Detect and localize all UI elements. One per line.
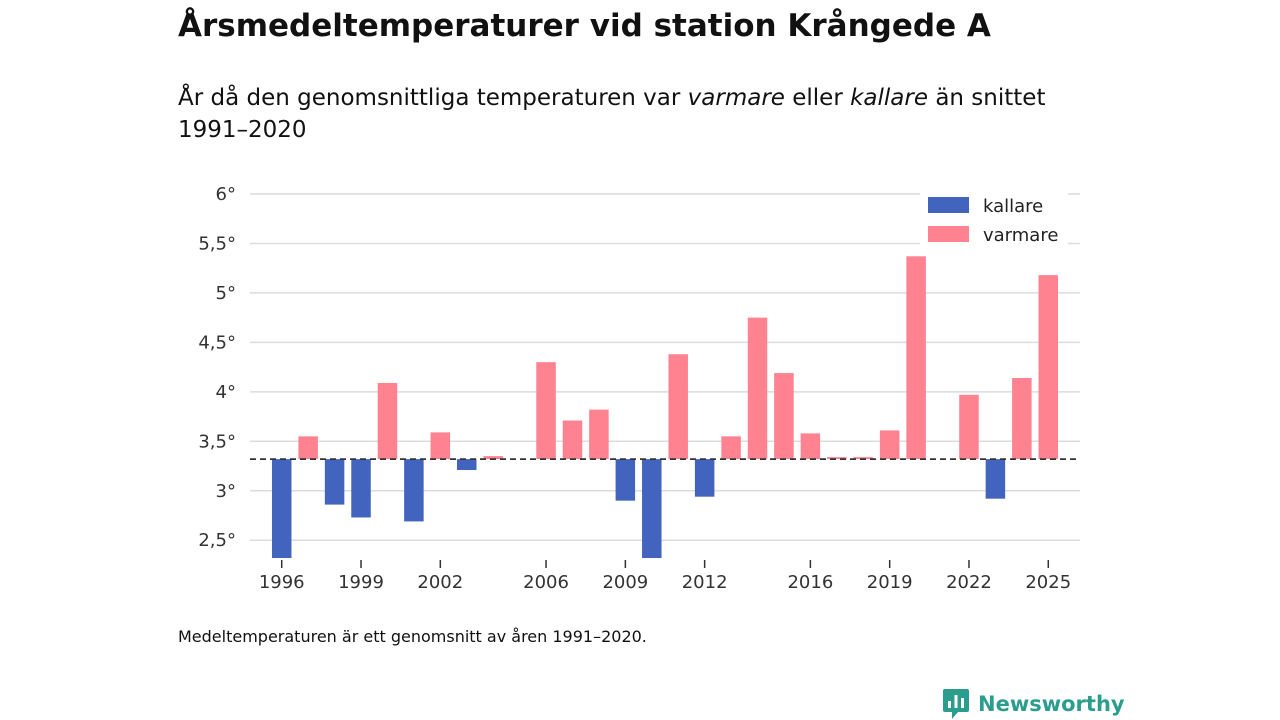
bar-2002 [430, 432, 451, 460]
bar-1998 [324, 459, 345, 505]
y-tick-label: 4° [216, 382, 236, 403]
chart-subtitle: År då den genomsnittliga temperaturen va… [178, 82, 1058, 146]
x-tick-label: 2016 [787, 572, 833, 593]
bar-2014 [747, 317, 768, 460]
subtitle-text: eller [784, 85, 851, 111]
y-tick-label: 5° [216, 283, 236, 304]
x-tick-label: 2009 [602, 572, 648, 593]
bar-2008 [589, 409, 609, 460]
y-tick-label: 4,5° [198, 332, 236, 353]
bar-2025 [1038, 275, 1059, 460]
bar-1997 [298, 436, 318, 460]
bar-2023 [985, 459, 1006, 499]
x-tick-label: 2002 [417, 572, 463, 593]
bar-2000 [377, 382, 398, 460]
bar-1999 [351, 459, 371, 518]
y-tick-label: 5,5° [198, 233, 236, 254]
subtitle-warm-word: varmare [687, 85, 785, 111]
bar-2007 [562, 420, 583, 460]
x-tick-label: 2025 [1025, 572, 1071, 593]
newsworthy-logo-icon [943, 689, 969, 719]
bar-2020 [906, 256, 926, 460]
bar-2019 [879, 430, 900, 460]
legend: kallare varmare [920, 190, 1068, 256]
legend-label-kallare: kallare [983, 196, 1043, 217]
subtitle-text: än snittet 1991–2020 [178, 85, 1046, 143]
x-axis: 1996 1999 2002 2006 2009 2012 2016 2019 2022 2025 [259, 560, 1071, 593]
bar-2017 [827, 457, 847, 460]
bar-2016 [800, 433, 821, 460]
bar-2001 [404, 459, 424, 522]
footnote: Medeltemperaturen är ett genomsnitt av å… [178, 627, 647, 646]
bars [271, 256, 1059, 559]
y-tick-label: 3,5° [198, 431, 236, 452]
bar-2024 [1012, 377, 1032, 460]
x-tick-label: 2022 [946, 572, 992, 593]
bar-2013 [721, 436, 741, 460]
x-tick-label: 2019 [867, 572, 913, 593]
legend-label-varmare: varmare [983, 225, 1058, 246]
legend-swatch-varmare [928, 226, 969, 242]
bar-2018 [853, 457, 873, 460]
bar-2003 [457, 459, 477, 470]
bar-2009 [615, 459, 636, 501]
chart-title: Årsmedeltemperaturer vid station Krånged… [178, 8, 991, 44]
bar-2011 [668, 354, 688, 460]
bar-1996 [271, 459, 292, 559]
x-tick-label: 1996 [259, 572, 305, 593]
bar-2012 [694, 459, 715, 497]
x-tick-label: 2006 [523, 572, 569, 593]
brand-name: Newsworthy [978, 692, 1125, 716]
x-tick-label: 1999 [338, 572, 384, 593]
subtitle-cold-word: kallare [850, 85, 929, 111]
bar-2015 [774, 373, 794, 460]
bar-2010 [642, 459, 662, 559]
y-tick-label: 3° [216, 481, 236, 502]
x-tick-label: 2012 [682, 572, 728, 593]
y-tick-label: 6° [216, 184, 236, 205]
bar-2006 [536, 362, 556, 460]
subtitle-text: År då den genomsnittliga temperaturen va… [178, 85, 688, 111]
bar-2022 [959, 394, 979, 460]
newsworthy-logo[interactable]: Newsworthy [942, 688, 1125, 720]
y-tick-label: 2,5° [198, 530, 236, 551]
y-axis: 2,5° 3° 3,5° 4° 4,5° 5° 5,5° 6° [198, 184, 236, 551]
bar-2004 [483, 456, 503, 460]
legend-swatch-kallare [928, 197, 969, 213]
